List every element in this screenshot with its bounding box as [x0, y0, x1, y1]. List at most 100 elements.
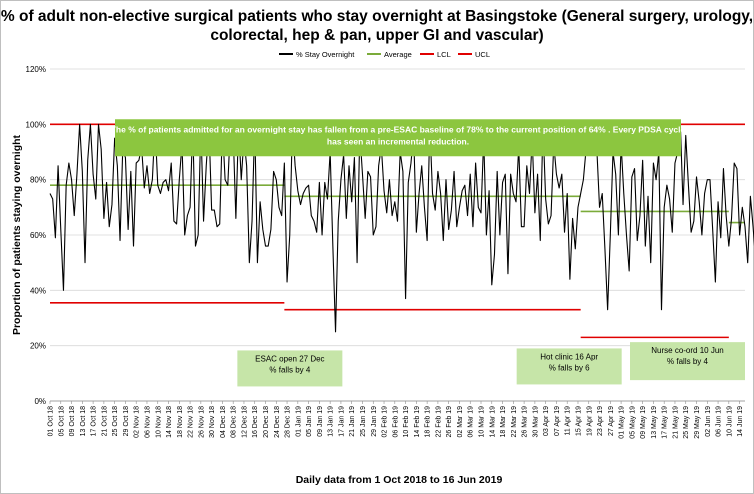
x-tick-label: 19 Apr 19 [586, 406, 593, 436]
x-tick-label: 21 Jan 19 [349, 406, 356, 437]
legend-entry: LCL [437, 50, 451, 59]
x-tick-label: 29 May 19 [694, 406, 701, 439]
x-tick-label: 29 Oct 18 [123, 406, 130, 436]
annotation-text-line: % falls by 6 [549, 363, 590, 372]
x-tick-label: 25 May 19 [683, 406, 690, 439]
y-tick-label: 120% [26, 65, 46, 74]
x-tick-labels: 01 Oct 18 05 Oct 18 09 Oct 18 13 Oct 18 17 O… [48, 401, 744, 439]
annotation-text-line: % falls by 4 [667, 357, 708, 366]
series-stay-overnight-line [49, 123, 754, 333]
annotation-boxes: ESAC open 27 Dec % falls by 4 Hot clinic 1… [237, 342, 745, 387]
y-tick-labels: 0% 20% 40% 60% 80% 100% 120% [26, 65, 46, 406]
x-tick-label: 14 Feb 19 [414, 406, 421, 438]
annotation-text-line: Hot clinic 16 Apr [540, 352, 598, 361]
annotation-box [630, 342, 745, 381]
y-tick-label: 80% [30, 176, 46, 185]
x-tick-label: 10 Mar 19 [479, 406, 486, 438]
annotation-text-line: Nurse co-ord 10 Jun [651, 346, 723, 355]
y-tick-label: 60% [30, 231, 46, 240]
legend: % Stay Overnight Average LCL UCL [279, 50, 490, 59]
x-tick-label: 18 Nov 18 [177, 406, 184, 438]
x-tick-label: 20 Dec 18 [263, 406, 270, 438]
x-tick-label: 01 Jan 19 [295, 406, 302, 437]
x-tick-label: 17 May 19 [662, 406, 669, 439]
x-tick-label: 01 May 19 [619, 406, 626, 439]
callout-text-line: has seen an incremental reduction. [327, 136, 469, 146]
annotation-box [516, 348, 622, 385]
x-tick-label: 10 Nov 18 [155, 406, 162, 438]
y-tick-label: 0% [34, 397, 46, 406]
x-tick-label: 17 Oct 18 [91, 406, 98, 436]
legend-entry: UCL [475, 50, 490, 59]
x-axis-title: Daily data from 1 Oct 2018 to 16 Jun 201… [296, 474, 503, 486]
x-tick-label: 21 Oct 18 [101, 406, 108, 436]
x-tick-label: 11 Apr 19 [565, 406, 572, 436]
x-tick-label: 14 Nov 18 [166, 406, 173, 438]
annotation-text-line: ESAC open 27 Dec [255, 354, 324, 363]
x-tick-label: 06 Mar 19 [468, 406, 475, 438]
x-tick-label: 14 Jun 19 [737, 406, 744, 437]
x-tick-label: 16 Dec 18 [252, 406, 259, 438]
x-tick-label: 09 Jan 19 [317, 406, 324, 437]
x-tick-label: 22 Mar 19 [511, 406, 518, 438]
x-tick-label: 06 Feb 19 [392, 406, 399, 438]
x-tick-label: 18 Feb 19 [425, 406, 432, 438]
x-tick-label: 02 Jun 19 [705, 406, 712, 437]
x-tick-label: 22 Feb 19 [435, 406, 442, 438]
x-tick-label: 23 Apr 19 [597, 406, 604, 436]
summary-callout: The % of patients admitted for an overni… [111, 119, 686, 157]
annotation-box [237, 350, 343, 387]
x-tick-label: 06 Jun 19 [716, 406, 723, 437]
x-tick-label: 29 Jan 19 [371, 406, 378, 437]
chart-title-line-2: colorectal, hep & pan, upper GI and vasc… [210, 27, 543, 44]
x-tick-label: 28 Dec 18 [285, 406, 292, 438]
x-tick-label: 13 Jan 19 [328, 406, 335, 437]
annotation-text-line: % falls by 4 [269, 365, 310, 374]
x-tick-label: 14 Mar 19 [489, 406, 496, 438]
x-tick-label: 26 Nov 18 [198, 406, 205, 438]
x-tick-label: 06 Nov 18 [144, 406, 151, 438]
x-tick-label: 08 Dec 18 [231, 406, 238, 438]
x-tick-label: 30 Mar 19 [532, 406, 539, 438]
x-tick-label: 13 Oct 18 [80, 406, 87, 436]
x-tick-label: 15 Apr 19 [575, 406, 582, 436]
x-tick-label: 10 Jun 19 [726, 406, 733, 437]
x-tick-label: 18 Mar 19 [500, 406, 507, 438]
x-tick-label: 02 Mar 19 [457, 406, 464, 438]
x-tick-label: 05 Jan 19 [306, 406, 313, 437]
x-tick-label: 07 Apr 19 [554, 406, 561, 436]
x-tick-label: 17 Jan 19 [338, 406, 345, 437]
y-tick-label: 100% [26, 120, 46, 129]
legend-entry: Average [384, 50, 412, 59]
x-tick-label: 27 Apr 19 [608, 406, 615, 436]
y-axis-title: Proportion of patients staying overnight [11, 134, 23, 335]
x-tick-label: 10 Feb 19 [403, 406, 410, 438]
x-tick-label: 05 May 19 [629, 406, 636, 439]
x-tick-label: 03 Apr 19 [543, 406, 550, 436]
x-tick-label: 04 Dec 18 [220, 406, 227, 438]
x-tick-label: 24 Dec 18 [274, 406, 281, 438]
x-tick-label: 21 May 19 [672, 406, 679, 439]
x-tick-label: 01 Oct 18 [48, 406, 55, 436]
x-tick-label: 25 Jan 19 [360, 406, 367, 437]
x-tick-label: 26 Feb 19 [446, 406, 453, 438]
x-tick-label: 30 Nov 18 [209, 406, 216, 438]
x-tick-label: 02 Nov 18 [134, 406, 141, 438]
callout-box [115, 119, 681, 157]
x-tick-label: 26 Mar 19 [522, 406, 529, 438]
y-tick-label: 20% [30, 342, 46, 351]
x-tick-label: 09 May 19 [640, 406, 647, 439]
x-tick-label: 09 Oct 18 [69, 406, 76, 436]
legend-entry: % Stay Overnight [296, 50, 355, 59]
x-tick-label: 25 Oct 18 [112, 406, 119, 436]
callout-text-line: The % of patients admitted for an overni… [111, 124, 686, 134]
x-tick-label: 05 Oct 18 [58, 406, 65, 436]
x-tick-label: 12 Dec 18 [241, 406, 248, 438]
chart-title-line-1: % of adult non-elective surgical patient… [1, 8, 753, 25]
x-tick-label: 02 Feb 19 [382, 406, 389, 438]
x-tick-label: 13 May 19 [651, 406, 658, 439]
x-tick-label: 22 Nov 18 [188, 406, 195, 438]
y-tick-label: 40% [30, 286, 46, 295]
